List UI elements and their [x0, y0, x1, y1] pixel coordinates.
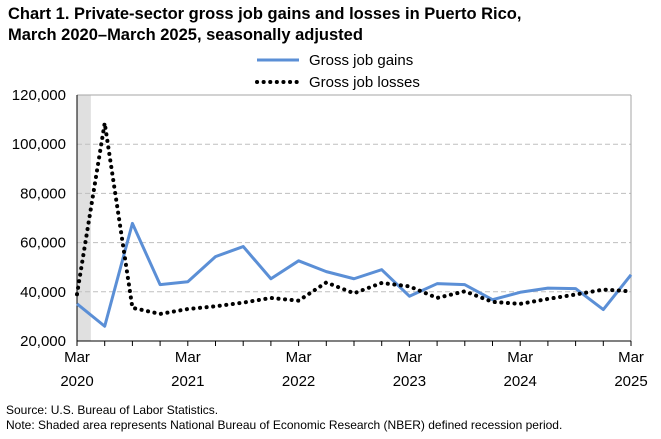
legend-label: Gross job gains: [309, 52, 413, 69]
chart-title-line2: March 2020–March 2025, seasonally adjust…: [8, 26, 363, 44]
y-tick-label: 120,000: [12, 87, 66, 104]
y-tick-label: 40,000: [20, 284, 66, 301]
x-tick-label-year: 2023: [393, 373, 426, 390]
x-tick-label-month: Mar: [64, 349, 90, 366]
chart-title-line1: Chart 1. Private-sector gross job gains …: [8, 5, 522, 23]
x-tick-label-year: 2022: [282, 373, 315, 390]
legend-label: Gross job losses: [309, 74, 420, 91]
gross-job-losses-line: [75, 121, 633, 316]
y-tick-label: 60,000: [20, 235, 66, 252]
x-tick-label-year: 2025: [614, 373, 647, 390]
recession-shading: [77, 95, 91, 341]
chart-title: Chart 1. Private-sector gross job gains …: [8, 4, 658, 46]
x-tick-label-month: Mar: [507, 349, 533, 366]
x-tick-label-month: Mar: [175, 349, 201, 366]
gross-job-gains-line: [76, 221, 633, 328]
y-tick-label: 100,000: [12, 136, 66, 153]
x-tick-label-month: Mar: [396, 349, 422, 366]
y-tick-label: 20,000: [20, 333, 66, 350]
footnote: Note: Shaded area represents National Bu…: [6, 418, 563, 432]
source-note: Source: U.S. Bureau of Labor Statistics.: [6, 403, 219, 417]
x-tick-label-month: Mar: [618, 349, 644, 366]
x-tick-label-year: 2024: [504, 373, 537, 390]
x-tick-label-month: Mar: [286, 349, 312, 366]
y-tick-label: 80,000: [20, 185, 66, 202]
x-tick-label-year: 2020: [60, 373, 93, 390]
x-tick-label-year: 2021: [171, 373, 204, 390]
